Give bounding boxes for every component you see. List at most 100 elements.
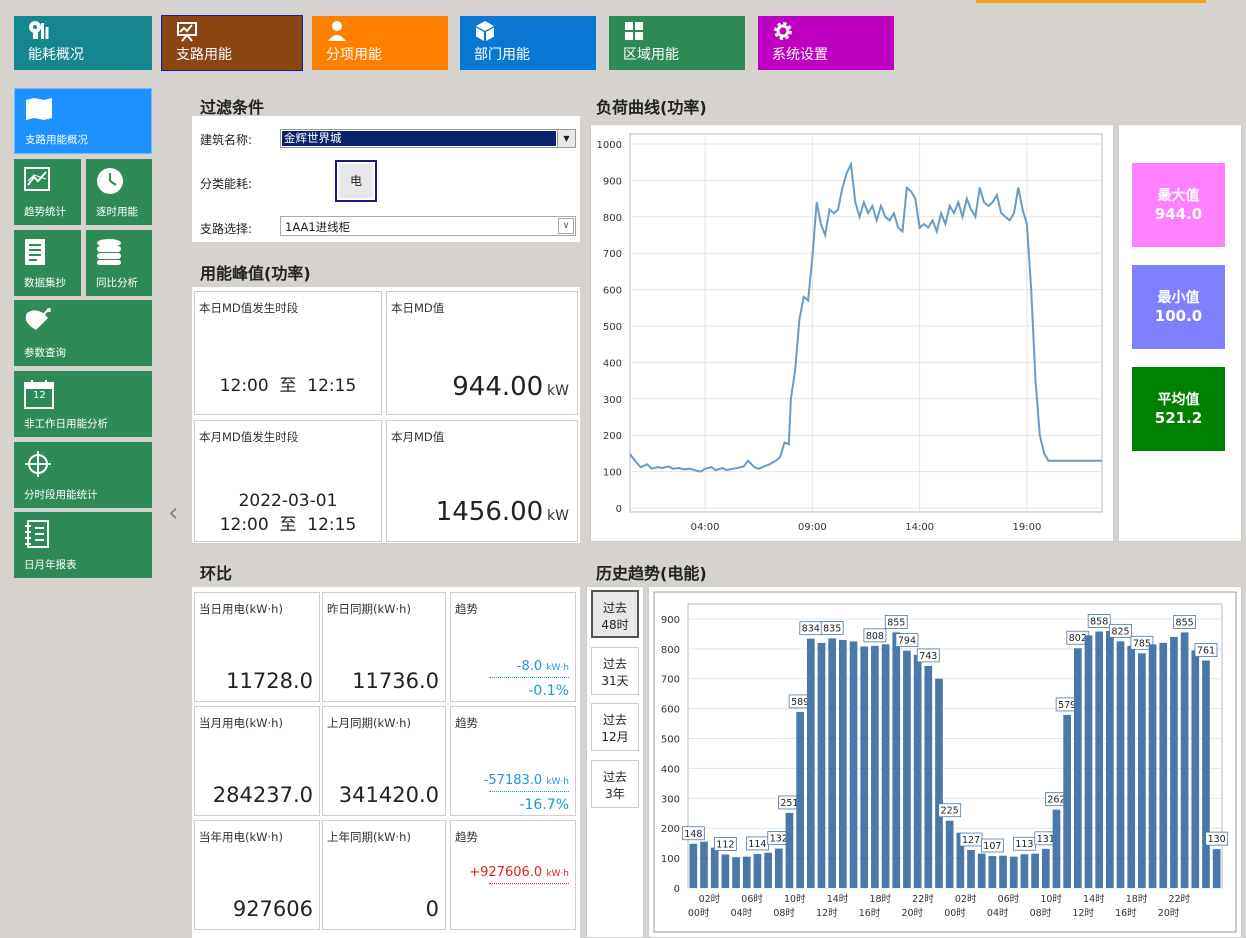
bar-value-label: 107 [983, 841, 1001, 852]
collapse-sidebar-icon[interactable]: ‹ [168, 498, 179, 528]
y-tick-label: 100 [661, 854, 680, 865]
day-md-label: 本日MD值 [391, 301, 445, 315]
sidebar-item-label: 分时段用能统计 [24, 489, 98, 501]
history-bar [1148, 644, 1157, 888]
history-period-1[interactable]: 过去 31天 [591, 647, 639, 695]
history-title: 历史趋势(电能) [596, 564, 707, 583]
nav-tab-2[interactable]: 分项用能 [312, 16, 448, 70]
history-bar [1020, 854, 1029, 888]
y-tick-label: 800 [661, 645, 680, 656]
person-icon [326, 20, 348, 42]
ring-previous-0-value: 11736.0 [352, 669, 439, 693]
history-bar [742, 856, 751, 888]
history-bar [806, 638, 815, 888]
load-stat-label: 最小值 [1157, 290, 1200, 306]
ring-title: 环比 [200, 564, 233, 583]
y-tick-label: 500 [603, 322, 622, 333]
day-md-unit: kW [547, 383, 569, 399]
nav-tab-4[interactable]: 区域用能 [609, 16, 745, 70]
history-bar [828, 638, 837, 888]
period-line2: 31天 [601, 674, 629, 688]
ring-current-2-value: 927606 [232, 897, 313, 921]
month-md-period-label: 本月MD值发生时段 [199, 430, 299, 444]
sidebar-item-8[interactable]: 日月年报表 [14, 512, 152, 578]
y-tick-label: 800 [603, 213, 622, 224]
sidebar-item-label: 同比分析 [96, 277, 138, 289]
period-line2: 48时 [601, 618, 629, 632]
history-bar [710, 847, 719, 888]
history-bar [945, 820, 954, 888]
nav-tab-label: 能耗概况 [28, 47, 84, 63]
nav-tab-0[interactable]: 能耗概况 [14, 16, 152, 70]
ring-previous-1-value: 341420.0 [338, 783, 439, 807]
period-line1: 过去 [602, 713, 627, 727]
bar-label-box [895, 633, 919, 648]
sidebar-item-7[interactable]: 分时段用能统计 [14, 442, 152, 508]
sidebar-item-5[interactable]: 参数查询 [14, 300, 152, 366]
history-period-0[interactable]: 过去 48时 [591, 590, 639, 638]
history-bar [774, 848, 783, 888]
bar-value-label: 130 [1208, 834, 1226, 845]
top-accent-stripe [976, 0, 1206, 3]
history-bar [1191, 650, 1200, 888]
chart-board-icon [176, 20, 198, 42]
bar-label-box [713, 837, 737, 851]
bar-value-label: 858 [1090, 617, 1108, 628]
bar-label-box [884, 614, 908, 629]
history-bar [892, 632, 901, 888]
gear-icon [772, 20, 794, 42]
bar-label-box [681, 826, 705, 841]
day-md-period-label: 本日MD值发生时段 [199, 301, 299, 315]
nav-tab-1[interactable]: 支路用能 [161, 15, 303, 71]
x-tick-label-bottom: 00时 [944, 907, 966, 919]
sidebar-item-6[interactable]: 12 非工作日用能分析 [14, 371, 152, 437]
history-period-3[interactable]: 过去 3年 [591, 760, 639, 808]
bar-value-label: 225 [941, 806, 959, 817]
history-bar [753, 853, 762, 888]
y-tick-label: 300 [661, 794, 680, 805]
x-tick-label: 19:00 [1012, 522, 1041, 533]
ring-current-2-card: 当年用电(kW·h) 927606 [194, 820, 320, 930]
sidebar-item-2[interactable]: 逐时用能 [86, 159, 152, 225]
sidebar-item-label: 日月年报表 [24, 559, 77, 571]
history-bar [796, 711, 804, 888]
bar-value-label: 262 [1047, 795, 1065, 806]
sidebar-item-label: 逐时用能 [96, 206, 138, 218]
nav-tab-label: 区域用能 [623, 47, 679, 63]
history-bar [1052, 809, 1061, 888]
nav-tab-label: 支路用能 [176, 47, 232, 63]
period-line2: 3年 [605, 787, 625, 801]
bar-value-label: 825 [1111, 626, 1129, 637]
category-electric-button[interactable]: 电 [335, 160, 377, 202]
period-line1: 过去 [602, 601, 627, 615]
bar-value-label: 251 [780, 798, 798, 809]
history-bar [839, 639, 847, 888]
bar-value-label: 808 [866, 631, 884, 642]
ring-trend-divider [489, 677, 569, 678]
history-bar [956, 832, 965, 888]
sidebar-item-0[interactable]: 支路用能概况 [14, 88, 152, 154]
building-select[interactable]: 金辉世界城 ▼ [280, 129, 576, 148]
x-tick-label-bottom: 08时 [773, 907, 795, 919]
x-tick-label: 04:00 [691, 522, 720, 533]
sidebar-item-4[interactable]: 同比分析 [86, 230, 152, 296]
nav-tab-label: 系统设置 [772, 47, 828, 63]
building-label: 建筑名称: [200, 133, 253, 147]
bar-value-label: 785 [1133, 638, 1151, 649]
sidebar-item-3[interactable]: 数据集抄 [14, 230, 81, 296]
x-tick-label-bottom: 04时 [987, 907, 1009, 919]
branch-select[interactable]: 1AA1进线柜 ∨ [280, 216, 576, 236]
nav-tab-5[interactable]: 系统设置 [758, 16, 894, 70]
sidebar-item-1[interactable]: 趋势统计 [14, 159, 81, 225]
x-tick-label-bottom: 16时 [1115, 907, 1137, 919]
history-bar [1170, 636, 1178, 888]
x-tick-label-top: 18时 [869, 893, 891, 905]
x-tick-label-top: 06时 [741, 893, 763, 905]
bar-value-label: 835 [823, 623, 841, 634]
nav-tab-3[interactable]: 部门用能 [460, 16, 596, 70]
x-tick-label-bottom: 20时 [1158, 907, 1180, 919]
month-md-period-value: 12:00 至 12:15 [219, 515, 357, 535]
load-stat-value: 944.0 [1154, 205, 1203, 223]
history-period-2[interactable]: 过去 12月 [591, 703, 639, 751]
ring-trend-value: -8.0 [516, 659, 543, 674]
